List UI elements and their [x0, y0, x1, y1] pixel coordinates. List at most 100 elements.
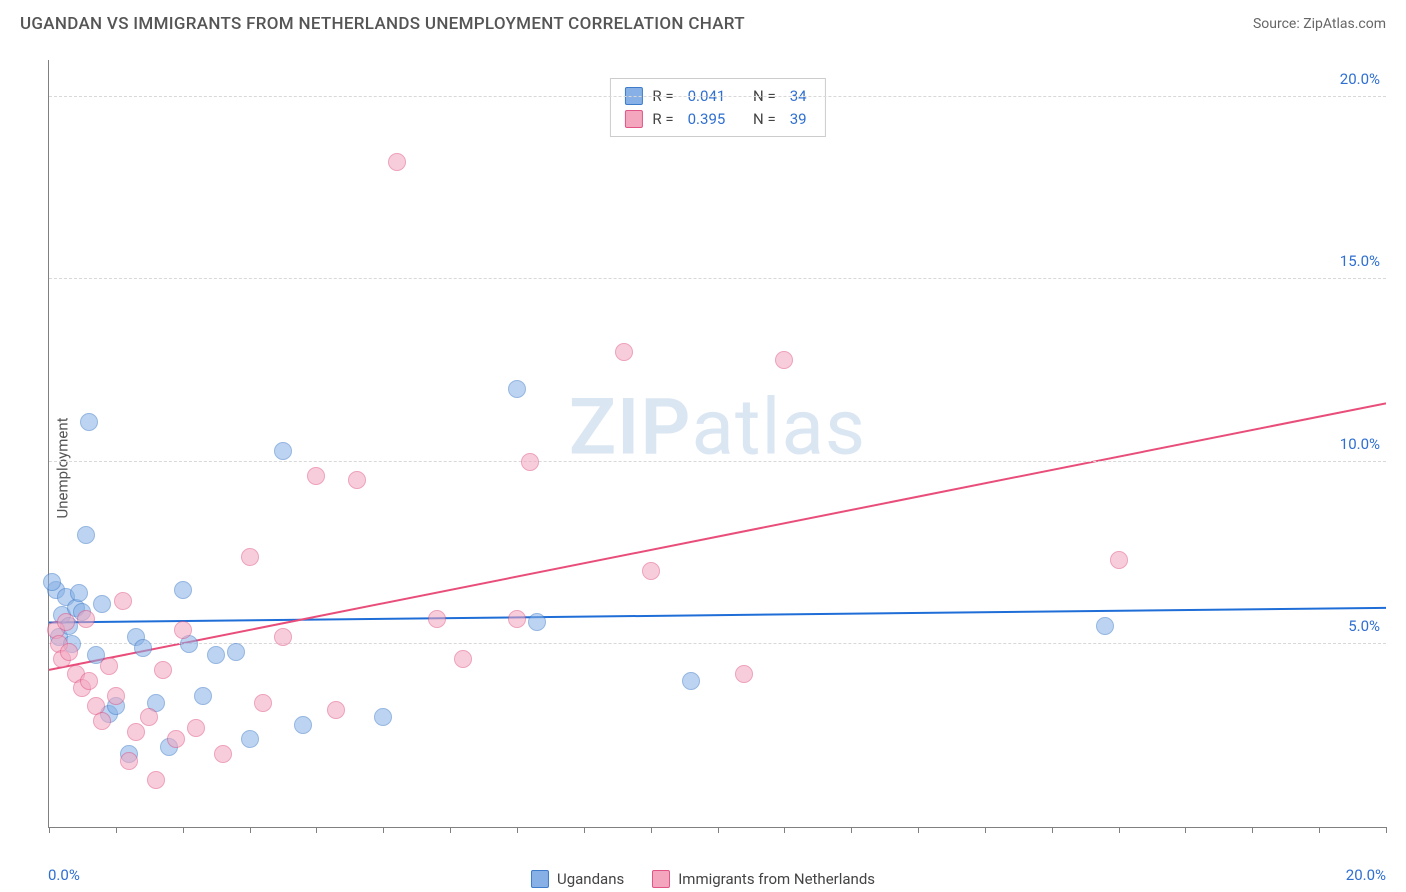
x-tick: [383, 827, 384, 833]
x-tick: [1119, 827, 1120, 833]
data-point: [57, 613, 75, 631]
data-point: [521, 453, 539, 471]
x-max-label: 20.0%: [1346, 866, 1386, 884]
x-tick: [1319, 827, 1320, 833]
data-point: [348, 471, 366, 489]
data-point: [127, 723, 145, 741]
x-tick: [316, 827, 317, 833]
legend-label: Immigrants from Netherlands: [678, 870, 875, 888]
chart-container: Unemployment ZIPatlas R = 0.041 N = 34 R…: [0, 44, 1406, 892]
x-tick: [49, 827, 50, 833]
source-link[interactable]: ZipAtlas.com: [1303, 16, 1386, 32]
r-label: R =: [652, 108, 673, 131]
data-point: [77, 610, 95, 628]
x-tick: [918, 827, 919, 833]
legend-swatch-netherlands: [652, 870, 670, 888]
data-point: [642, 562, 660, 580]
source-label: Source: ZipAtlas.com: [1253, 16, 1386, 32]
gridline: [49, 461, 1386, 462]
data-point: [154, 661, 172, 679]
data-point: [528, 613, 546, 631]
data-point: [77, 526, 95, 544]
data-point: [508, 610, 526, 628]
y-tick-label: 15.0%: [1340, 252, 1380, 270]
data-point: [100, 657, 118, 675]
trend-line: [49, 403, 1386, 670]
gridline: [49, 278, 1386, 279]
plot-area: ZIPatlas R = 0.041 N = 34 R = 0.395 N = …: [48, 60, 1386, 828]
legend-series: Ugandans Immigrants from Netherlands: [531, 870, 875, 888]
trendlines-layer: [49, 60, 1386, 827]
data-point: [70, 584, 88, 602]
n-label: N =: [753, 108, 776, 131]
x-tick: [784, 827, 785, 833]
gridline: [49, 96, 1386, 97]
source-prefix: Source:: [1253, 16, 1303, 32]
data-point: [120, 752, 138, 770]
data-point: [508, 380, 526, 398]
data-point: [114, 592, 132, 610]
data-point: [107, 687, 125, 705]
x-tick: [985, 827, 986, 833]
x-tick: [1052, 827, 1053, 833]
x-tick: [450, 827, 451, 833]
data-point: [80, 413, 98, 431]
data-point: [682, 672, 700, 690]
x-tick: [116, 827, 117, 833]
legend-swatch-netherlands: [624, 110, 642, 128]
data-point: [294, 716, 312, 734]
data-point: [428, 610, 446, 628]
chart-header: UGANDAN VS IMMIGRANTS FROM NETHERLANDS U…: [0, 0, 1406, 42]
data-point: [43, 573, 61, 591]
data-point: [735, 665, 753, 683]
data-point: [274, 442, 292, 460]
legend-item: Immigrants from Netherlands: [652, 870, 875, 888]
data-point: [454, 650, 472, 668]
chart-title: UGANDAN VS IMMIGRANTS FROM NETHERLANDS U…: [20, 14, 745, 34]
data-point: [140, 708, 158, 726]
data-point: [60, 643, 78, 661]
data-point: [374, 708, 392, 726]
x-tick: [1386, 827, 1387, 833]
data-point: [254, 694, 272, 712]
data-point: [241, 730, 259, 748]
x-tick: [517, 827, 518, 833]
legend-label: Ugandans: [557, 870, 624, 888]
legend-item: Ugandans: [531, 870, 624, 888]
data-point: [1096, 617, 1114, 635]
x-min-label: 0.0%: [48, 866, 80, 884]
x-tick: [651, 827, 652, 833]
data-point: [327, 701, 345, 719]
data-point: [274, 628, 292, 646]
data-point: [214, 745, 232, 763]
data-point: [174, 621, 192, 639]
y-tick-label: 20.0%: [1340, 70, 1380, 88]
data-point: [80, 672, 98, 690]
data-point: [134, 639, 152, 657]
trend-line: [49, 608, 1386, 623]
data-point: [207, 646, 225, 664]
data-point: [388, 153, 406, 171]
legend-stats-row: R = 0.395 N = 39: [624, 108, 810, 131]
n-value: 39: [790, 108, 807, 131]
data-point: [307, 467, 325, 485]
x-tick: [718, 827, 719, 833]
gridline: [49, 643, 1386, 644]
data-point: [775, 351, 793, 369]
legend-swatch-ugandans: [531, 870, 549, 888]
data-point: [194, 687, 212, 705]
data-point: [615, 343, 633, 361]
x-tick: [250, 827, 251, 833]
y-tick-label: 10.0%: [1340, 435, 1380, 453]
data-point: [1110, 551, 1128, 569]
data-point: [227, 643, 245, 661]
y-tick-label: 5.0%: [1348, 617, 1380, 635]
data-point: [187, 719, 205, 737]
r-value: 0.395: [688, 108, 726, 131]
data-point: [167, 730, 185, 748]
x-tick: [1252, 827, 1253, 833]
data-point: [241, 548, 259, 566]
data-point: [174, 581, 192, 599]
x-tick: [1185, 827, 1186, 833]
legend-stats: R = 0.041 N = 34 R = 0.395 N = 39: [609, 78, 825, 137]
